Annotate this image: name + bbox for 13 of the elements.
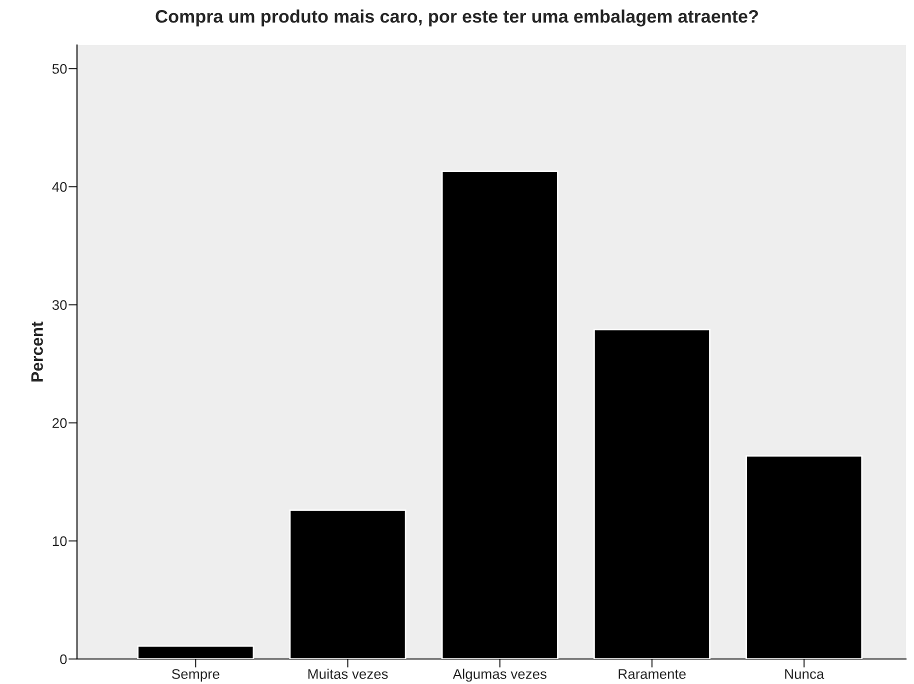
y-tick-label: 20 bbox=[52, 418, 67, 428]
x-tick-label: Algumas vezes bbox=[452, 668, 546, 682]
y-tick-label: 10 bbox=[52, 536, 67, 546]
x-tick-label: Sempre bbox=[172, 669, 220, 682]
x-tick-label: Nunca bbox=[785, 669, 824, 679]
x-tick-label: Muitas vezes bbox=[308, 668, 388, 679]
y-axis-title: Percent bbox=[31, 322, 43, 382]
y-tick-label: 0 bbox=[60, 654, 67, 664]
x-tick-label: Raramente bbox=[618, 669, 686, 679]
y-tick-label: 40 bbox=[52, 182, 67, 192]
y-tick-label: 30 bbox=[52, 300, 67, 310]
y-tick-label: 50 bbox=[52, 64, 67, 74]
chart-title: Compra um produto mais caro, por este ter uma embalagem atraente? bbox=[156, 10, 758, 26]
